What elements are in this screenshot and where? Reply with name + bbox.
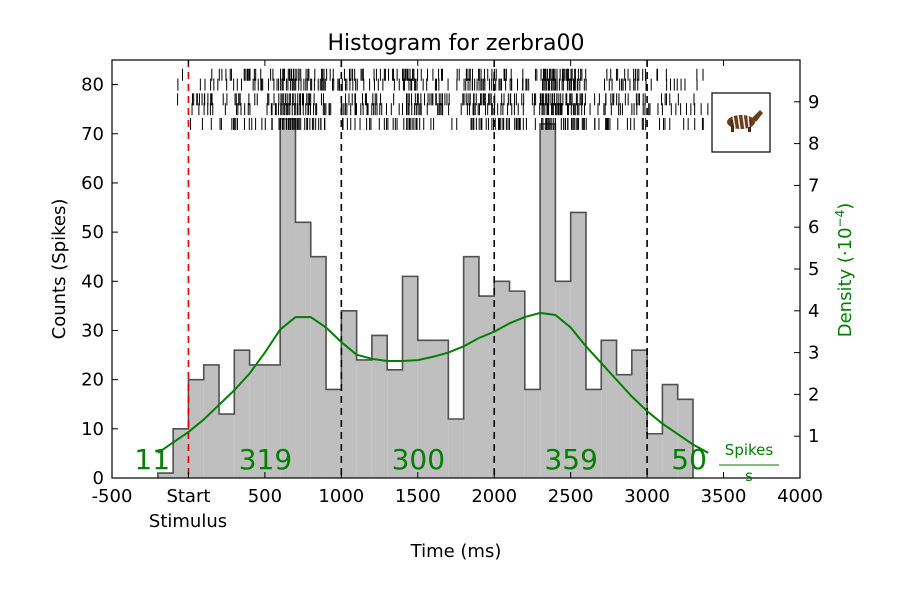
y-tick-label: 20 (81, 370, 104, 391)
y2-tick-label: 5 (808, 259, 819, 280)
histogram-bar (157, 473, 174, 478)
density-curve (157, 311, 709, 454)
chart-title: Histogram for zerbra00 (328, 31, 585, 56)
histogram-bar (280, 119, 296, 478)
histogram-bar (326, 389, 342, 478)
x-tick-label: Start (166, 486, 210, 507)
segment-count-label: 50 (671, 443, 707, 476)
histogram-bars (157, 118, 694, 478)
zebra-icon (727, 110, 763, 132)
histogram-bar (570, 212, 586, 478)
x-tick-label: 1000 (318, 486, 364, 507)
spike-raster (177, 68, 709, 130)
histogram-bar (173, 428, 189, 478)
x-tick-label: 2000 (471, 486, 517, 507)
histogram-bar (647, 433, 663, 478)
x-axis-label: Time (ms) (410, 541, 502, 562)
histogram-bar (402, 276, 418, 478)
histogram-bar (417, 340, 434, 478)
histogram-bar (356, 359, 372, 478)
density-unit-label: Spikes s (719, 441, 779, 485)
y-tick-label: 60 (81, 173, 104, 194)
y2-tick-label: 3 (808, 343, 819, 364)
density-unit-denominator: s (745, 467, 753, 485)
x-tick-label: 2500 (548, 486, 594, 507)
histogram-bar (448, 418, 464, 478)
x-tick-label: 4000 (777, 486, 823, 507)
segment-count-label: 11 (134, 443, 170, 476)
y-tick-label: 10 (81, 419, 104, 440)
x-tick-label: 3000 (624, 486, 670, 507)
y2-axis-ticks: 1 2 3 4 5 6 7 8 9 (794, 92, 819, 447)
y-tick-label: 80 (81, 75, 104, 96)
histogram-bar (219, 414, 235, 478)
y2-tick-label: 7 (808, 175, 819, 196)
x-tick-label: 3500 (701, 486, 747, 507)
histogram-bar (341, 310, 357, 478)
y-tick-label: 70 (81, 124, 104, 145)
histogram-bar (631, 350, 648, 478)
density-layer (157, 311, 709, 454)
y-tick-label: 40 (81, 271, 104, 292)
y2-tick-label: 2 (808, 384, 819, 405)
histogram-bar (234, 350, 250, 478)
histogram-bar (494, 281, 510, 478)
histogram-bar (203, 364, 220, 478)
histogram-bar (555, 281, 571, 478)
histogram-bar (371, 335, 388, 478)
y2-tick-label: 8 (808, 134, 819, 155)
histogram-bar (478, 296, 495, 478)
histogram-bar (540, 123, 556, 478)
histogram-bar (188, 379, 204, 478)
histogram-bar (616, 374, 632, 478)
histogram-bar (310, 256, 327, 478)
y-tick-label: 50 (81, 222, 104, 243)
y-axis-ticks: 0 10 20 30 40 50 60 70 80 (81, 75, 118, 489)
x-tick-label: -500 (92, 486, 133, 507)
y2-tick-label: 9 (808, 92, 819, 113)
histogram-bar (387, 369, 403, 478)
x-axis-ticks: -500 Start 500 1000 1500 2000 2500 3000 3500 4000 (92, 60, 823, 507)
segment-count-label: 359 (544, 443, 597, 476)
segment-count-labels: 11 319 300 359 50 (134, 443, 707, 476)
segment-count-label: 300 (392, 443, 445, 476)
histogram-bar (249, 364, 265, 478)
y-tick-label: 30 (81, 320, 104, 341)
x-tick-label: 1500 (395, 486, 441, 507)
y2-axis-label: Density (·10−4) (833, 203, 856, 338)
stimulus-label: Stimulus (149, 511, 227, 532)
histogram-bar (295, 222, 311, 478)
histogram-bar (601, 340, 617, 478)
histogram-bar (662, 384, 678, 478)
x-tick-label: 500 (248, 486, 282, 507)
y-tick-label: 0 (93, 468, 104, 489)
segment-count-label: 319 (239, 443, 292, 476)
histogram-bar (463, 256, 479, 478)
y2-tick-label: 1 (808, 426, 819, 447)
segment-lines (187, 60, 648, 478)
histogram-bar (509, 291, 525, 478)
histogram-outline (157, 118, 694, 478)
histogram-bar (524, 389, 541, 478)
stimulus-thumbnail (711, 92, 771, 153)
y2-tick-label: 6 (808, 217, 819, 238)
y-axis-label: Counts (Spikes) (49, 199, 70, 340)
histogram-bar (585, 389, 602, 478)
histogram-bar (264, 364, 281, 478)
histogram-bar (433, 340, 449, 478)
density-unit-numerator: Spikes (725, 441, 774, 459)
y2-tick-label: 4 (808, 301, 819, 322)
